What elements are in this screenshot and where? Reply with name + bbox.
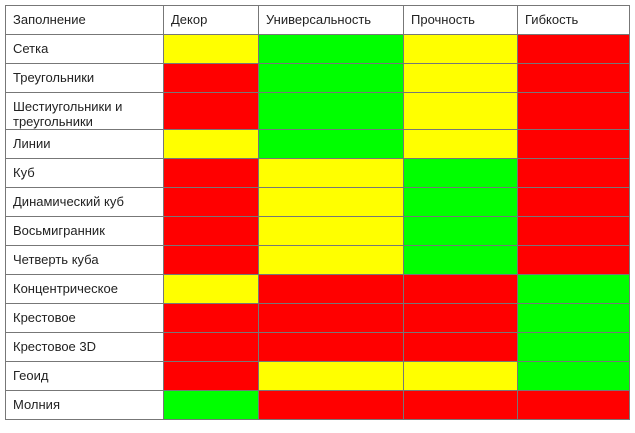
infill-table: Заполнение Декор Универсальность Прочность Г… <box>5 5 630 420</box>
rating-cell <box>517 390 630 420</box>
column-header: Универсальность <box>258 5 404 35</box>
row-label: Четверть куба <box>5 245 164 275</box>
table-row: Крестовое <box>5 303 630 333</box>
rating-cell <box>258 361 404 391</box>
column-header: Декор <box>163 5 259 35</box>
rating-cell <box>163 361 259 391</box>
row-label: Концентрическое <box>5 274 164 304</box>
column-header: Гибкость <box>517 5 630 35</box>
rating-cell <box>517 274 630 304</box>
rating-cell <box>517 187 630 217</box>
rating-cell <box>403 245 518 275</box>
rating-cell <box>258 390 404 420</box>
rating-cell <box>517 63 630 93</box>
rating-cell <box>258 245 404 275</box>
rating-cell <box>163 332 259 362</box>
row-label: Восьмигранник <box>5 216 164 246</box>
row-label: Линии <box>5 129 164 159</box>
rating-cell <box>258 34 404 64</box>
table-row: Восьмигранник <box>5 216 630 246</box>
rating-cell <box>403 92 518 130</box>
rating-cell <box>517 245 630 275</box>
rating-cell <box>403 158 518 188</box>
rating-cell <box>258 332 404 362</box>
row-label: Крестовое 3D <box>5 332 164 362</box>
column-header: Заполнение <box>5 5 164 35</box>
rating-cell <box>163 92 259 130</box>
row-label: Сетка <box>5 34 164 64</box>
column-header: Прочность <box>403 5 518 35</box>
table-row: Динамический куб <box>5 187 630 217</box>
row-label: Шестиугольники и треугольники <box>5 92 164 130</box>
rating-cell <box>163 274 259 304</box>
rating-cell <box>163 390 259 420</box>
rating-cell <box>258 63 404 93</box>
table-row: Куб <box>5 158 630 188</box>
rating-cell <box>517 34 630 64</box>
row-label: Молния <box>5 390 164 420</box>
row-label: Динамический куб <box>5 187 164 217</box>
row-label: Куб <box>5 158 164 188</box>
rating-cell <box>403 332 518 362</box>
table-row: Четверть куба <box>5 245 630 275</box>
table-row: Геоид <box>5 361 630 391</box>
table-row: Шестиугольники и треугольники <box>5 92 630 130</box>
rating-cell <box>403 274 518 304</box>
rating-cell <box>403 361 518 391</box>
rating-cell <box>258 216 404 246</box>
rating-cell <box>403 303 518 333</box>
rating-cell <box>403 187 518 217</box>
rating-cell <box>163 34 259 64</box>
table-row: Концентрическое <box>5 274 630 304</box>
rating-cell <box>163 63 259 93</box>
rating-cell <box>517 303 630 333</box>
rating-cell <box>163 303 259 333</box>
rating-cell <box>163 158 259 188</box>
rating-cell <box>403 216 518 246</box>
header-row: Заполнение Декор Универсальность Прочность Г… <box>5 5 630 35</box>
rating-cell <box>517 361 630 391</box>
rating-cell <box>403 63 518 93</box>
rating-cell <box>403 390 518 420</box>
rating-cell <box>258 187 404 217</box>
row-label: Треугольники <box>5 63 164 93</box>
row-label: Крестовое <box>5 303 164 333</box>
table-row: Молния <box>5 390 630 420</box>
rating-cell <box>403 34 518 64</box>
rating-cell <box>163 187 259 217</box>
table-row: Линии <box>5 129 630 159</box>
rating-cell <box>517 158 630 188</box>
rating-cell <box>258 158 404 188</box>
rating-cell <box>403 129 518 159</box>
rating-cell <box>517 216 630 246</box>
rating-cell <box>258 303 404 333</box>
rating-cell <box>258 129 404 159</box>
rating-cell <box>517 129 630 159</box>
rating-cell <box>258 92 404 130</box>
table-row: Треугольники <box>5 63 630 93</box>
rating-cell <box>258 274 404 304</box>
rating-cell <box>517 92 630 130</box>
rating-cell <box>163 216 259 246</box>
rating-cell <box>517 332 630 362</box>
table-row: Сетка <box>5 34 630 64</box>
table-row: Крестовое 3D <box>5 332 630 362</box>
rating-cell <box>163 245 259 275</box>
row-label: Геоид <box>5 361 164 391</box>
rating-cell <box>163 129 259 159</box>
